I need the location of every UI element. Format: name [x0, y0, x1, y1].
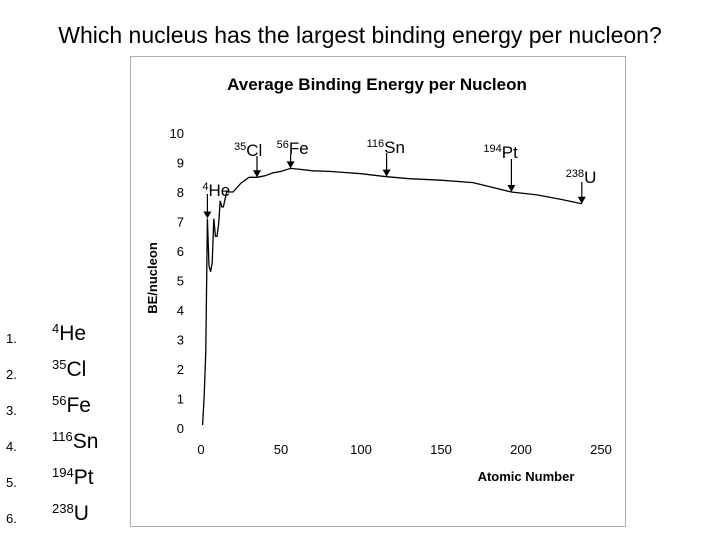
y-tick-label: 3: [177, 333, 184, 348]
element-symbol: Pt: [73, 466, 94, 489]
option-isotope: 56Fe: [52, 393, 91, 418]
x-tick-label: 0: [197, 442, 204, 457]
y-tick-label: 9: [177, 156, 184, 171]
mass-number: 194: [52, 465, 74, 480]
question-text: Which nucleus has the largest binding en…: [58, 22, 662, 48]
y-tick-label: 8: [177, 185, 184, 200]
annotation-mass-number: 56: [277, 139, 289, 151]
annotation-mass-number: 4: [202, 181, 208, 193]
option-isotope: 116Sn: [52, 429, 99, 454]
x-axis-label: Atomic Number: [478, 469, 575, 484]
annotation-arrow-head: [382, 169, 391, 177]
y-tick-label: 10: [170, 126, 184, 141]
y-tick-label: 2: [177, 362, 184, 377]
annotation-mass-number: 194: [483, 143, 501, 155]
x-tick-label: 200: [510, 442, 532, 457]
annotation-symbol: Pt: [502, 143, 518, 162]
y-tick-label: 6: [177, 244, 184, 259]
element-symbol: Fe: [66, 394, 91, 417]
element-symbol: Cl: [66, 358, 87, 381]
option-number: 1.: [6, 331, 17, 346]
option-number: 6.: [6, 511, 17, 526]
chart-title: Average Binding Energy per Nucleon: [227, 75, 527, 94]
option-number: 4.: [6, 439, 17, 454]
mass-number: 4: [52, 321, 60, 336]
option-isotope: 194Pt: [52, 465, 94, 490]
annotation-symbol: U: [584, 168, 596, 187]
annotation-symbol: Sn: [384, 138, 405, 157]
chart-frame: Average Binding Energy per Nucleon Atomi…: [130, 56, 626, 527]
annotation-arrow-head: [507, 185, 516, 192]
option-number: 5.: [6, 475, 17, 490]
isotope-annotation: 35Cl: [234, 141, 262, 160]
isotope-annotation: 194Pt: [483, 143, 518, 162]
annotation-symbol: Fe: [289, 139, 309, 158]
binding-energy-chart: Average Binding Energy per Nucleon Atomi…: [130, 56, 626, 527]
y-axis-label: BE/nucleon: [145, 242, 160, 314]
mass-number: 238: [52, 501, 74, 516]
binding-energy-curve: [201, 167, 582, 426]
x-tick-label: 150: [430, 442, 452, 457]
annotation-symbol: Cl: [246, 141, 262, 160]
y-tick-label: 5: [177, 274, 184, 289]
isotope-annotation: 238U: [566, 168, 597, 187]
x-tick-label: 250: [590, 442, 612, 457]
annotation-mass-number: 238: [566, 168, 584, 180]
annotation-symbol: He: [209, 181, 231, 200]
annotation-arrow-head: [286, 161, 295, 169]
mass-number: 56: [52, 393, 67, 408]
element-symbol: He: [59, 322, 87, 345]
annotation-mass-number: 35: [234, 141, 246, 153]
annotation-arrow-head: [577, 196, 586, 204]
option-isotope: 35Cl: [52, 357, 87, 382]
annotation-mass-number: 116: [367, 138, 385, 150]
chart-background: [130, 56, 626, 527]
y-tick-label: 7: [177, 215, 184, 230]
x-tick-label: 50: [274, 442, 288, 457]
isotope-annotation: 56Fe: [277, 139, 309, 158]
element-symbol: Sn: [72, 430, 99, 453]
option-isotope: 238U: [52, 501, 89, 526]
mass-number: 116: [52, 429, 73, 444]
x-tick-label: 100: [350, 442, 372, 457]
element-symbol: U: [73, 502, 89, 525]
y-tick-label: 4: [177, 303, 184, 318]
annotation-layer: 4He 35Cl 56Fe 116Sn 194Pt 238U: [202, 138, 596, 219]
option-number: 2.: [6, 367, 17, 382]
option-isotope: 4He: [52, 321, 87, 346]
annotation-arrow-head: [203, 211, 212, 219]
isotope-annotation: 116Sn: [367, 138, 405, 157]
annotation-arrow-head: [253, 170, 261, 178]
option-number: 3.: [6, 403, 17, 418]
isotope-annotation: 4He: [202, 181, 230, 200]
y-tick-label: 1: [177, 392, 184, 407]
mass-number: 35: [52, 357, 67, 372]
curve-layer: [201, 167, 582, 426]
y-tick-label: 0: [177, 421, 184, 436]
